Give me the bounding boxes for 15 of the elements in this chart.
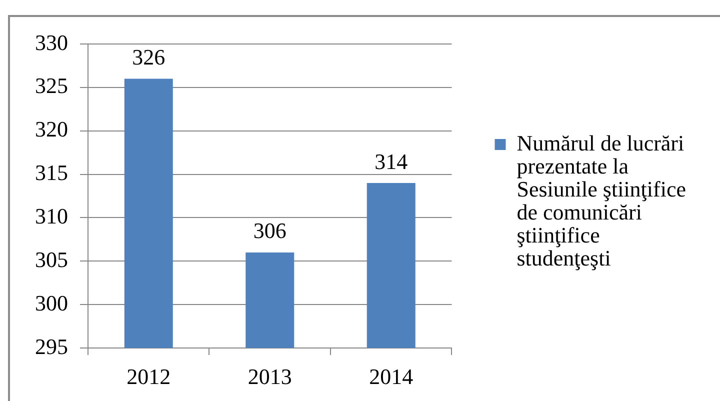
y-tick-label: 320: [35, 116, 68, 142]
y-tick-label: 295: [35, 334, 68, 359]
data-label: 314: [374, 148, 408, 174]
y-tick-label: 300: [35, 290, 68, 316]
data-label: 326: [132, 44, 166, 70]
y-tick-label: 330: [35, 30, 68, 55]
y-tick-label: 310: [35, 203, 68, 228]
x-tick-label: 2012: [126, 364, 171, 389]
x-tick-label: 2014: [369, 364, 414, 389]
y-tick-label: 325: [35, 73, 68, 98]
y-tick-label: 305: [35, 246, 68, 272]
data-label: 306: [253, 218, 286, 244]
y-tick-label: 315: [35, 160, 68, 186]
legend-label: Numărul de lucrări prezentate la Sesiunile ştiinţifice de comunicări ştiinţifice studenţeşti: [516, 130, 686, 270]
x-tick-label: 2013: [248, 364, 292, 389]
